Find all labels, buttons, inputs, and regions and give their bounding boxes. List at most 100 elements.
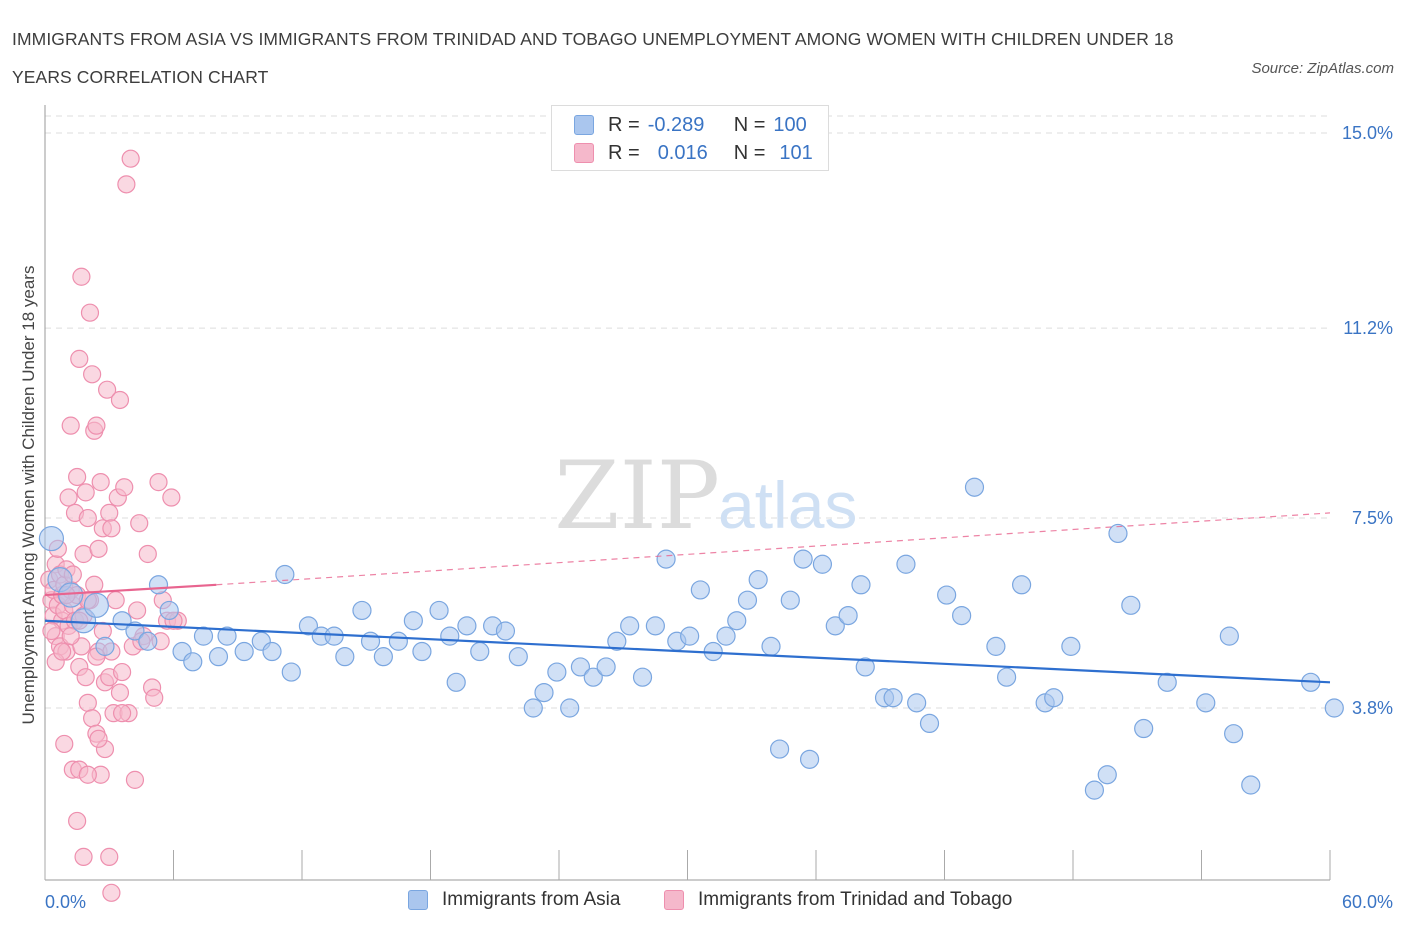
asia-point [1324, 698, 1344, 718]
asia-point [388, 631, 408, 651]
correlation-legend: R = -0.289 N = 100 R = 0.016 N = 101 [551, 105, 829, 171]
asia-point [560, 698, 580, 718]
tt-point [68, 811, 87, 831]
asia-point [183, 652, 203, 672]
tt-n-value: 101 [779, 141, 813, 164]
tt-point [70, 349, 89, 368]
asia-point [986, 636, 1006, 656]
grid-lines [45, 115, 1330, 709]
asia-point [919, 713, 940, 734]
tt-point [145, 688, 164, 707]
asia-point [1097, 765, 1117, 785]
asia-point [208, 647, 229, 667]
tt-point [78, 693, 97, 712]
asia-point [793, 549, 813, 569]
asia-point [275, 564, 295, 585]
asia-point [937, 585, 957, 605]
asia-point [632, 667, 653, 687]
asia-point [523, 698, 543, 718]
series-tt-points [40, 149, 187, 902]
legend-tt-label: Immigrants from Trinidad and Tobago [698, 889, 1013, 910]
asia-n-label: N = [733, 113, 766, 136]
asia-point [748, 570, 768, 590]
legend-asia-label: Immigrants from Asia [442, 889, 621, 910]
asia-point [645, 616, 665, 636]
tt-n-label: N = [733, 141, 766, 164]
asia-point [1121, 595, 1141, 615]
asia-point [429, 600, 449, 621]
asia-point [799, 749, 820, 769]
tt-point [76, 668, 95, 687]
asia-point [440, 626, 460, 646]
tt-point [83, 365, 102, 384]
legend-item-asia: Immigrants from Asia [408, 889, 620, 911]
tt-point [72, 267, 91, 286]
y-axis-label: Unemployment Among Women with Children U… [19, 266, 38, 725]
tt-point [125, 770, 145, 789]
legend-item-tt: Immigrants from Trinidad and Tobago [664, 889, 1012, 911]
asia-point [851, 575, 871, 595]
asia-point [234, 641, 254, 662]
tt-point [53, 642, 72, 661]
asia-point [761, 636, 781, 656]
legend-row-asia: R = -0.289 N = 100 [574, 112, 807, 138]
asia-point [1134, 718, 1154, 739]
asia-point [838, 605, 858, 626]
watermark-atlas: atlas [718, 468, 857, 542]
tt-point [89, 729, 108, 748]
tt-point [138, 544, 157, 564]
tt-point [55, 734, 74, 754]
tt-point [117, 175, 136, 194]
asia-point [716, 626, 736, 646]
tt-point [149, 473, 168, 492]
asia-point [83, 592, 110, 618]
tt-point [102, 883, 121, 902]
series-legend: Immigrants from Asia Immigrants from Tri… [0, 889, 1406, 917]
asia-point [547, 662, 567, 682]
asia-point [1084, 780, 1105, 800]
asia-point [1108, 523, 1128, 544]
y-tick-label: 7.5% [1352, 508, 1393, 528]
tt-point [110, 683, 130, 702]
asia-point [457, 616, 477, 636]
tt-point [42, 621, 61, 641]
tt-point [89, 539, 108, 558]
asia-point [324, 626, 344, 646]
asia-r-value: -0.289 [647, 113, 705, 136]
tt-point [100, 847, 119, 866]
asia-point [281, 662, 301, 682]
series-asia-points [38, 477, 1344, 800]
tt-point [110, 390, 130, 410]
asia-point [298, 616, 319, 636]
asia-point [534, 682, 554, 703]
tt-point [162, 488, 181, 507]
asia-point [95, 636, 115, 656]
asia-point [495, 621, 516, 641]
tt-point [130, 514, 149, 533]
asia-point [607, 631, 627, 651]
asia-point [825, 616, 845, 636]
legend-tt-swatch [664, 890, 684, 910]
y-tick-label: 15.0% [1342, 123, 1393, 143]
asia-point [1061, 636, 1081, 656]
tt-point [98, 380, 117, 399]
tt-point [93, 621, 112, 641]
axes [44, 105, 1331, 881]
asia-point [138, 631, 158, 651]
tt-point [115, 478, 134, 497]
asia-point [596, 657, 616, 677]
asia-point [262, 641, 282, 662]
asia-point [217, 626, 237, 646]
tt-r-label: R = [608, 141, 640, 164]
asia-point [855, 657, 875, 677]
tt-trend-line-extrapolated [216, 512, 1331, 586]
tt-point [127, 601, 147, 620]
asia-swatch [574, 115, 594, 135]
asia-point [964, 477, 985, 497]
tt-point [106, 591, 125, 610]
tt-point [100, 503, 119, 523]
watermark-zip: ZIP [554, 442, 720, 551]
chart-title: IMMIGRANTS FROM ASIA VS IMMIGRANTS FROM … [12, 29, 1174, 87]
asia-point [1196, 693, 1216, 713]
